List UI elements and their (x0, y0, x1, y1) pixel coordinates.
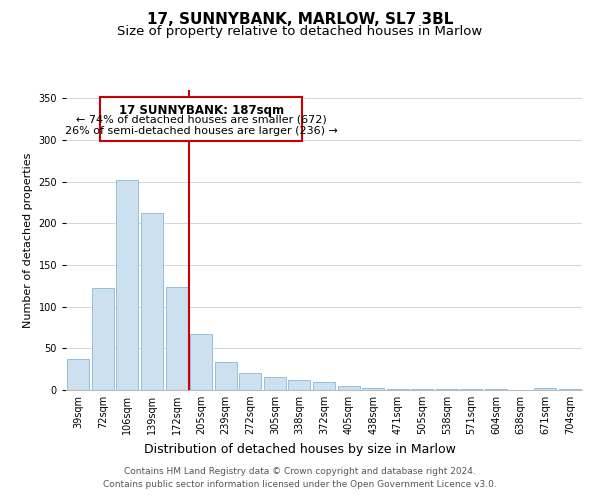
Bar (485, 389, 507, 390)
Bar (436, 389, 458, 390)
Bar (92, 288, 114, 390)
Text: ← 74% of detached houses are smaller (672): ← 74% of detached houses are smaller (67… (76, 115, 326, 125)
Bar (116, 180, 139, 390)
Bar (264, 376, 286, 390)
FancyBboxPatch shape (100, 96, 302, 141)
Bar (215, 362, 237, 390)
Bar (386, 389, 409, 390)
Text: 26% of semi-detached houses are larger (236) →: 26% of semi-detached houses are larger (… (65, 126, 338, 136)
Text: Contains HM Land Registry data © Crown copyright and database right 2024.: Contains HM Land Registry data © Crown c… (124, 468, 476, 476)
Bar (534, 388, 556, 390)
Bar (338, 386, 359, 390)
Bar (460, 389, 482, 390)
Bar (190, 334, 212, 390)
Bar (411, 389, 433, 390)
Text: Distribution of detached houses by size in Marlow: Distribution of detached houses by size … (144, 442, 456, 456)
Text: 17 SUNNYBANK: 187sqm: 17 SUNNYBANK: 187sqm (119, 104, 284, 117)
Bar (289, 380, 310, 390)
Bar (141, 214, 163, 390)
Y-axis label: Number of detached properties: Number of detached properties (23, 152, 33, 328)
Text: Size of property relative to detached houses in Marlow: Size of property relative to detached ho… (118, 25, 482, 38)
Text: Contains public sector information licensed under the Open Government Licence v3: Contains public sector information licen… (103, 480, 497, 489)
Bar (166, 286, 188, 390)
Bar (559, 389, 581, 390)
Bar (239, 374, 262, 390)
Bar (362, 388, 384, 390)
Text: 17, SUNNYBANK, MARLOW, SL7 3BL: 17, SUNNYBANK, MARLOW, SL7 3BL (147, 12, 453, 28)
Bar (313, 382, 335, 390)
Bar (67, 359, 89, 390)
